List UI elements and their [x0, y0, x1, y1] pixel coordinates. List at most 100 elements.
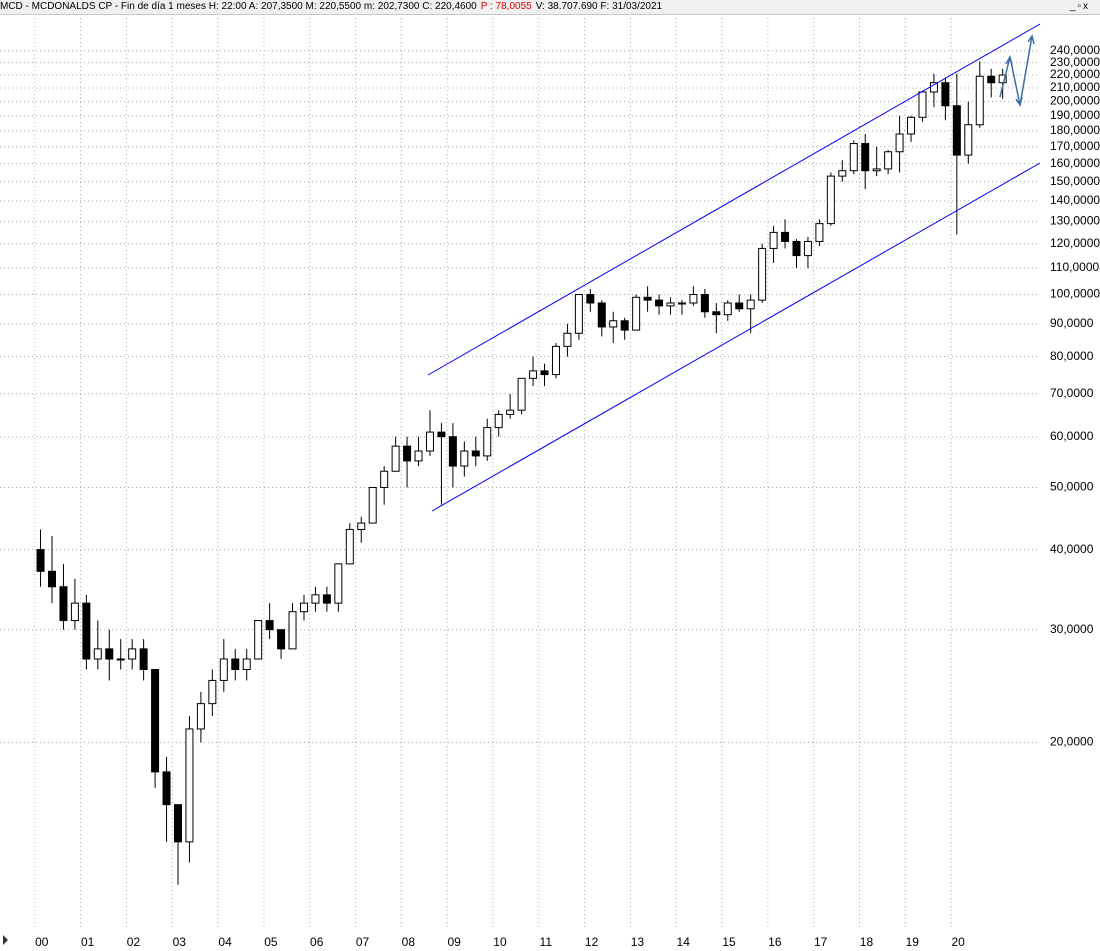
scroll-marker[interactable] — [3, 935, 8, 945]
arrow-head — [1027, 34, 1035, 45]
candle-body — [826, 175, 835, 225]
candle-body — [677, 302, 686, 305]
y-tick-label: 100,0000 — [1050, 287, 1100, 301]
candle-body — [781, 231, 790, 242]
y-tick-label: 180,0000 — [1050, 123, 1100, 137]
header-bar: MCD - MCDONALDS CP - Fin de día 1 meses … — [0, 0, 1100, 15]
header-p: P : 78,0055 — [480, 1, 532, 12]
candle-body — [712, 311, 721, 316]
candle-body — [368, 486, 377, 524]
x-tick-label: 00 — [35, 935, 49, 949]
candle-body — [884, 151, 893, 170]
y-tick-label: 150,0000 — [1050, 174, 1100, 188]
x-tick-label: 03 — [173, 935, 187, 949]
y-tick-label: 220,0000 — [1050, 67, 1100, 81]
candle-body — [448, 436, 457, 467]
candle-body — [655, 299, 664, 307]
candle-body — [299, 602, 308, 613]
y-tick-label: 60,0000 — [1050, 429, 1094, 443]
candle-body — [975, 75, 984, 126]
candle-body — [403, 445, 412, 462]
candle-body — [391, 445, 400, 472]
y-tick-label: 120,0000 — [1050, 236, 1100, 250]
candle-body — [700, 294, 709, 313]
y-tick-label: 90,0000 — [1050, 316, 1094, 330]
y-tick-label: 50,0000 — [1050, 480, 1094, 494]
candle-body — [746, 299, 755, 310]
candle-body — [70, 602, 79, 622]
candle-body — [597, 302, 606, 328]
candle-body — [861, 143, 870, 172]
candle-body — [93, 648, 102, 660]
candle-body — [116, 658, 125, 661]
candle-body — [964, 124, 973, 156]
candle-body — [414, 450, 423, 462]
header-rest: V: 38.707.690 F: 31/03/2021 — [535, 1, 663, 12]
header-text: MCD - MCDONALDS CP - Fin de día 1 meses … — [0, 1, 477, 12]
y-tick-label: 110,0000 — [1050, 260, 1099, 274]
channel-upper — [427, 23, 1041, 376]
candle-body — [208, 679, 217, 705]
x-tick-label: 05 — [264, 935, 278, 949]
x-tick-label: 06 — [310, 935, 324, 949]
candle-body — [322, 594, 331, 604]
candle-body — [929, 82, 938, 93]
candle-body — [952, 105, 961, 156]
x-tick-label: 14 — [677, 935, 691, 949]
candle-body — [380, 470, 389, 488]
x-tick-label: 01 — [81, 935, 95, 949]
annotations — [427, 23, 1041, 512]
candle-body — [105, 648, 114, 660]
candle-body — [758, 247, 767, 301]
candle-body — [173, 804, 182, 843]
candle-body — [151, 669, 160, 773]
candle-body — [849, 143, 858, 172]
candle-body — [643, 296, 652, 301]
candle-body — [838, 170, 847, 177]
y-tick-label: 80,0000 — [1050, 349, 1094, 363]
y-tick-label: 240,0000 — [1050, 43, 1100, 57]
candle-body — [471, 450, 480, 457]
candle-body — [689, 294, 698, 304]
candle-body — [540, 370, 549, 376]
candle-body — [987, 75, 996, 84]
candle-body — [254, 620, 263, 660]
candle-body — [82, 602, 91, 660]
candle-body — [185, 728, 194, 843]
y-tick-label: 70,0000 — [1050, 386, 1094, 400]
candle-body — [803, 240, 812, 257]
candle-body — [815, 223, 824, 242]
candle-body — [36, 549, 45, 572]
y-tick-label: 20,0000 — [1050, 735, 1094, 749]
x-tick-label: 19 — [906, 935, 920, 949]
candle-body — [242, 658, 251, 671]
candle-body — [311, 594, 320, 604]
x-tick-label: 13 — [631, 935, 645, 949]
candle-body — [620, 320, 629, 331]
candle-body — [277, 629, 286, 650]
candle-body — [59, 586, 68, 622]
candle-body — [460, 450, 469, 467]
y-tick-label: 200,0000 — [1050, 94, 1100, 108]
candle-body — [162, 771, 171, 806]
x-tick-label: 16 — [768, 935, 782, 949]
candle-body — [895, 133, 904, 153]
candle-body — [574, 294, 583, 334]
x-tick-label: 20 — [951, 935, 965, 949]
candle-body — [288, 611, 297, 650]
candle-body — [632, 296, 641, 331]
candle-body — [723, 302, 732, 316]
x-tick-label: 17 — [814, 935, 828, 949]
projection-arrow — [999, 35, 1033, 106]
candle-body — [425, 431, 434, 452]
candle-body — [345, 528, 354, 565]
x-tick-label: 11 — [540, 935, 553, 949]
x-tick-label: 04 — [218, 935, 232, 949]
candle-body — [494, 413, 503, 429]
arrow-head — [1005, 55, 1013, 66]
x-tick-label: 09 — [447, 935, 461, 949]
y-tick-label: 170,0000 — [1050, 139, 1100, 153]
candle-body — [872, 168, 881, 172]
window-buttons[interactable]: _▫x — [1069, 1, 1090, 12]
